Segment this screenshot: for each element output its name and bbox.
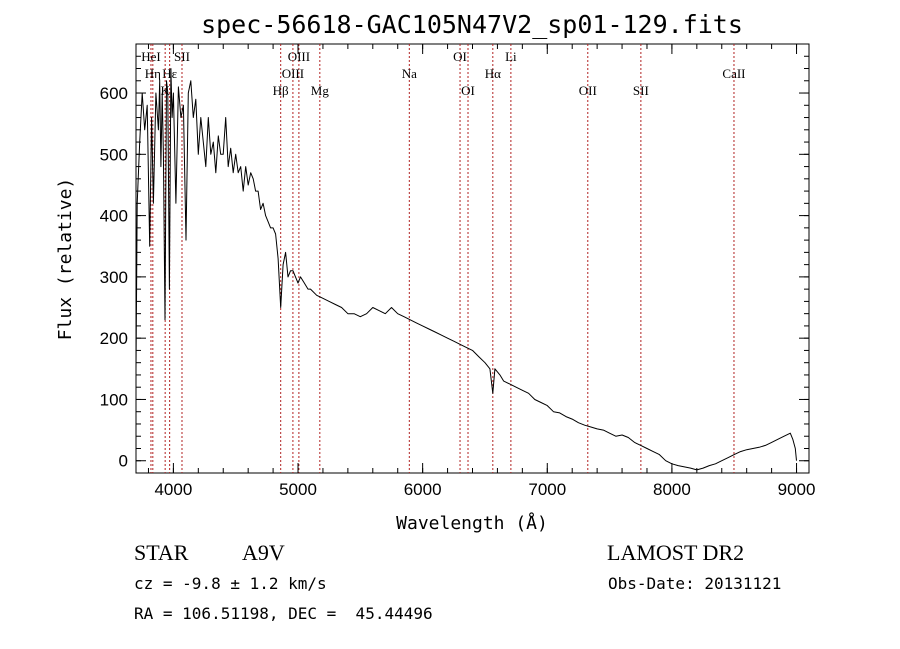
- x-tick-label: 5000: [279, 480, 317, 499]
- y-tick-label: 300: [100, 268, 128, 287]
- y-axis: 0 100 200 300 400 500 600: [100, 55, 809, 471]
- marker-label: Hβ: [273, 83, 289, 98]
- observation-date: Obs-Date: 20131121: [608, 574, 782, 593]
- survey-name: LAMOST DR2: [607, 540, 745, 565]
- x-axis: 4000 5000 6000 7000 8000 9000: [147, 44, 816, 499]
- spectrum-line: [135, 68, 797, 471]
- marker-label: OIII: [288, 49, 310, 64]
- marker-label: K: [160, 83, 170, 98]
- y-axis-label: Flux (relative): [55, 178, 76, 341]
- x-tick-label: 4000: [154, 480, 192, 499]
- marker-label: Na: [402, 66, 417, 81]
- object-class: STAR: [134, 540, 189, 565]
- marker-label: Hε: [162, 66, 177, 81]
- marker-label: OI: [453, 49, 467, 64]
- marker-label: OII: [579, 83, 597, 98]
- marker-label: OIII: [282, 66, 304, 81]
- x-tick-label: 8000: [653, 480, 691, 499]
- redshift-cz: cz = -9.8 ± 1.2 km/s: [134, 574, 327, 593]
- spectrum-plot: spec-56618-GAC105N47V2_sp01-129.fits HeI…: [55, 10, 816, 534]
- marker-label: SII: [174, 49, 190, 64]
- marker-label: Mg: [311, 83, 330, 98]
- marker-label: Hα: [485, 66, 501, 81]
- coordinates: RA = 106.51198, DEC = 45.44496: [134, 604, 433, 623]
- spectral-subclass: A9V: [242, 540, 285, 565]
- y-tick-label: 200: [100, 329, 128, 348]
- x-tick-label: 9000: [778, 480, 816, 499]
- marker-label: OI: [461, 83, 475, 98]
- marker-label: Hη: [145, 66, 161, 81]
- x-tick-label: 7000: [528, 480, 566, 499]
- marker-label: CaII: [722, 66, 745, 81]
- marker-label: SII: [633, 83, 649, 98]
- x-tick-label: 6000: [404, 480, 442, 499]
- y-tick-label: 100: [100, 390, 128, 409]
- y-tick-label: 600: [100, 84, 128, 103]
- emission-line-markers: HeI SII Hη Hε K OIII OIII Hβ Mg Na OI OI Hα Li OII SII C…: [141, 44, 746, 473]
- y-tick-label: 0: [119, 452, 128, 471]
- marker-label: HeI: [141, 49, 161, 64]
- x-axis-label: Wavelength (Å): [396, 512, 548, 534]
- chart-title: spec-56618-GAC105N47V2_sp01-129.fits: [201, 10, 743, 39]
- marker-label: Li: [505, 49, 517, 64]
- y-tick-label: 500: [100, 145, 128, 164]
- y-tick-label: 400: [100, 207, 128, 226]
- plot-frame: [135, 43, 810, 474]
- spectrum-series: [135, 68, 797, 471]
